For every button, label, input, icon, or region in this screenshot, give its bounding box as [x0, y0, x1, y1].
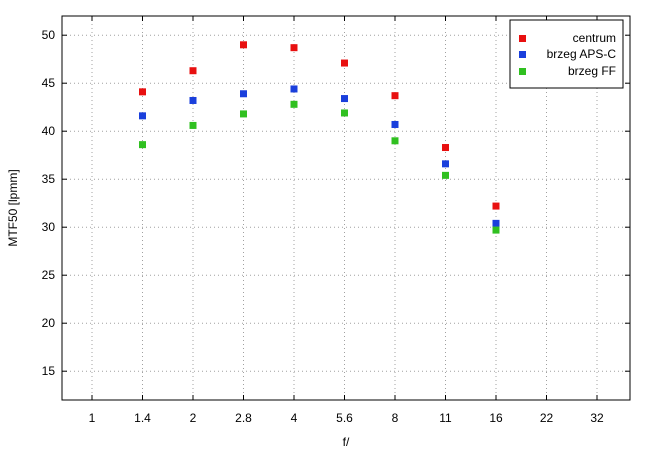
x-axis: 1 1.4 2 2.8 4 5.6 8 11 16 22 32	[89, 16, 604, 425]
y-axis: 15 20 25 30 35 40 45 50	[42, 28, 630, 378]
x-tick-label: 5.6	[336, 411, 353, 425]
point-centrum	[240, 41, 247, 49]
legend: centrum brzeg APS-C brzeg FF	[509, 19, 624, 89]
point-brzeg-ff	[240, 110, 247, 118]
plot-frame	[61, 15, 631, 401]
x-tick-label: 22	[540, 411, 554, 425]
y-tick-label: 30	[42, 220, 56, 234]
y-tick-label: 45	[42, 76, 56, 90]
x-axis-label: f/	[343, 435, 350, 449]
y-tick-label: 20	[42, 316, 56, 330]
legend-swatch-centrum	[519, 35, 526, 42]
legend-label-centrum: centrum	[573, 31, 616, 45]
x-tick-label: 16	[489, 411, 503, 425]
point-brzeg-ff	[189, 121, 197, 129]
legend-label-brzeg-ff: brzeg FF	[568, 64, 616, 78]
point-brzeg-ff	[391, 137, 399, 145]
x-tick-label: 2.8	[235, 411, 252, 425]
point-brzeg-aps-c	[492, 219, 500, 227]
point-brzeg-aps-c	[240, 90, 247, 98]
legend-label-brzeg-aps-c: brzeg APS-C	[547, 47, 617, 61]
point-brzeg-aps-c	[139, 112, 146, 120]
point-centrum	[290, 44, 298, 52]
y-tick-label: 40	[42, 124, 56, 138]
y-axis-label: MTF50 [lpmm]	[6, 169, 20, 246]
x-tick-label: 1.4	[134, 411, 151, 425]
point-brzeg-aps-c	[189, 96, 197, 104]
point-brzeg-aps-c	[341, 95, 348, 103]
point-centrum	[139, 88, 146, 96]
point-centrum	[189, 67, 197, 75]
x-tick-label: 1	[89, 411, 96, 425]
x-tick-label: 2	[190, 411, 197, 425]
grid	[62, 16, 630, 400]
point-brzeg-aps-c	[391, 120, 399, 128]
x-tick-label: 4	[291, 411, 298, 425]
legend-swatch-brzeg-aps-c	[519, 51, 526, 58]
point-brzeg-aps-c	[290, 85, 298, 93]
point-centrum	[391, 92, 399, 100]
y-tick-label: 25	[42, 268, 56, 282]
point-brzeg-ff	[442, 171, 449, 179]
point-centrum	[492, 202, 500, 210]
point-brzeg-ff	[139, 141, 146, 149]
x-tick-label: 11	[439, 411, 452, 425]
x-tick-label: 8	[392, 411, 399, 425]
point-brzeg-ff	[290, 100, 298, 108]
point-brzeg-ff	[341, 109, 348, 117]
y-tick-label: 35	[42, 172, 56, 186]
legend-swatch-brzeg-ff	[519, 68, 526, 75]
point-centrum	[442, 144, 449, 152]
y-tick-label: 15	[42, 364, 56, 378]
point-brzeg-aps-c	[442, 160, 449, 168]
legend-box	[509, 19, 624, 89]
data-points	[139, 41, 500, 234]
point-brzeg-ff	[492, 226, 500, 234]
point-centrum	[341, 59, 348, 67]
x-tick-label: 32	[590, 411, 604, 425]
y-tick-label: 50	[42, 28, 56, 42]
